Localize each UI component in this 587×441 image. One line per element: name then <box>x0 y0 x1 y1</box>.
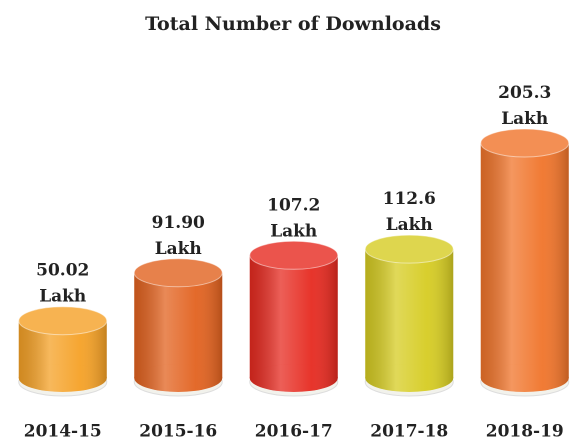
bar-bottom-shade <box>250 364 338 392</box>
x-tick-label: 2014-15 <box>24 422 102 441</box>
bar-shade <box>134 273 222 378</box>
bar-top-shine <box>481 129 569 157</box>
bar-shade <box>481 143 569 378</box>
bar-top-shine <box>250 241 338 269</box>
chart: Total Number of Downloads 50.02Lakh 2014-… <box>0 0 587 441</box>
x-tick-label: 2016-17 <box>255 422 333 441</box>
bar-top-shine <box>134 259 222 287</box>
chart-title: Total Number of Downloads <box>145 13 441 35</box>
bar-shade <box>365 249 453 378</box>
bar-bottom-shade <box>19 364 107 392</box>
bar-bottom-shade <box>134 364 222 392</box>
bar-top-shine <box>19 307 107 335</box>
bar-bottom-shade <box>365 364 453 392</box>
bar-bottom-shade <box>481 364 569 392</box>
x-tick-label: 2015-16 <box>139 422 217 441</box>
bar-top-shine <box>365 235 453 263</box>
x-tick-label: 2018-19 <box>486 422 564 441</box>
bar-shade <box>250 255 338 378</box>
x-tick-label: 2017-18 <box>370 422 448 441</box>
